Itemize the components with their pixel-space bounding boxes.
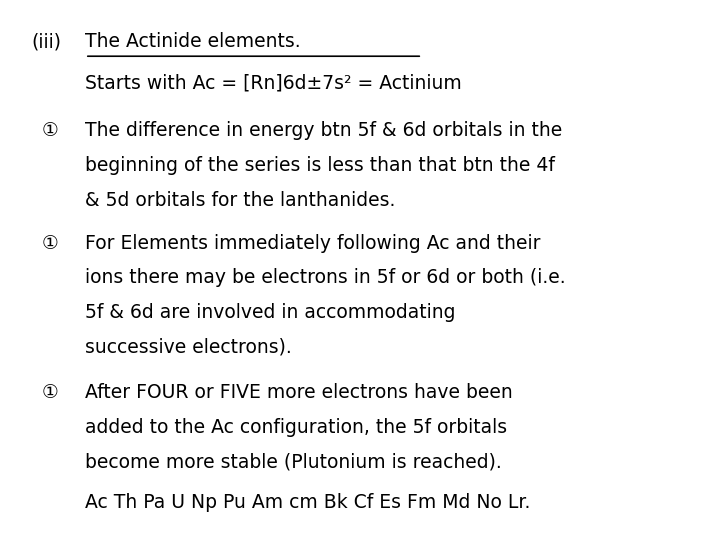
Text: ions there may be electrons in 5f or 6d or both (i.e.: ions there may be electrons in 5f or 6d … xyxy=(85,268,566,287)
Text: The difference in energy btn 5f & 6d orbitals in the: The difference in energy btn 5f & 6d orb… xyxy=(85,122,562,140)
Text: ①: ① xyxy=(42,122,59,140)
Text: successive electrons).: successive electrons). xyxy=(85,338,292,357)
Text: added to the Ac configuration, the 5f orbitals: added to the Ac configuration, the 5f or… xyxy=(85,418,507,437)
Text: ①: ① xyxy=(42,234,59,253)
Text: beginning of the series is less than that btn the 4f: beginning of the series is less than tha… xyxy=(85,156,555,175)
Text: The Actinide elements.: The Actinide elements. xyxy=(85,32,300,51)
Text: After FOUR or FIVE more electrons have been: After FOUR or FIVE more electrons have b… xyxy=(85,383,513,402)
Text: ①: ① xyxy=(42,383,59,402)
Text: Ac Th Pa U Np Pu Am cm Bk Cf Es Fm Md No Lr.: Ac Th Pa U Np Pu Am cm Bk Cf Es Fm Md No… xyxy=(85,493,531,512)
Text: & 5d orbitals for the lanthanides.: & 5d orbitals for the lanthanides. xyxy=(85,191,395,210)
Text: Starts with Ac = [Rn]6d±7s² = Actinium: Starts with Ac = [Rn]6d±7s² = Actinium xyxy=(85,73,462,92)
Text: (iii): (iii) xyxy=(32,32,61,51)
Text: For Elements immediately following Ac and their: For Elements immediately following Ac an… xyxy=(85,234,541,253)
Text: become more stable (Plutonium is reached).: become more stable (Plutonium is reached… xyxy=(85,453,502,472)
Text: 5f & 6d are involved in accommodating: 5f & 6d are involved in accommodating xyxy=(85,303,456,322)
